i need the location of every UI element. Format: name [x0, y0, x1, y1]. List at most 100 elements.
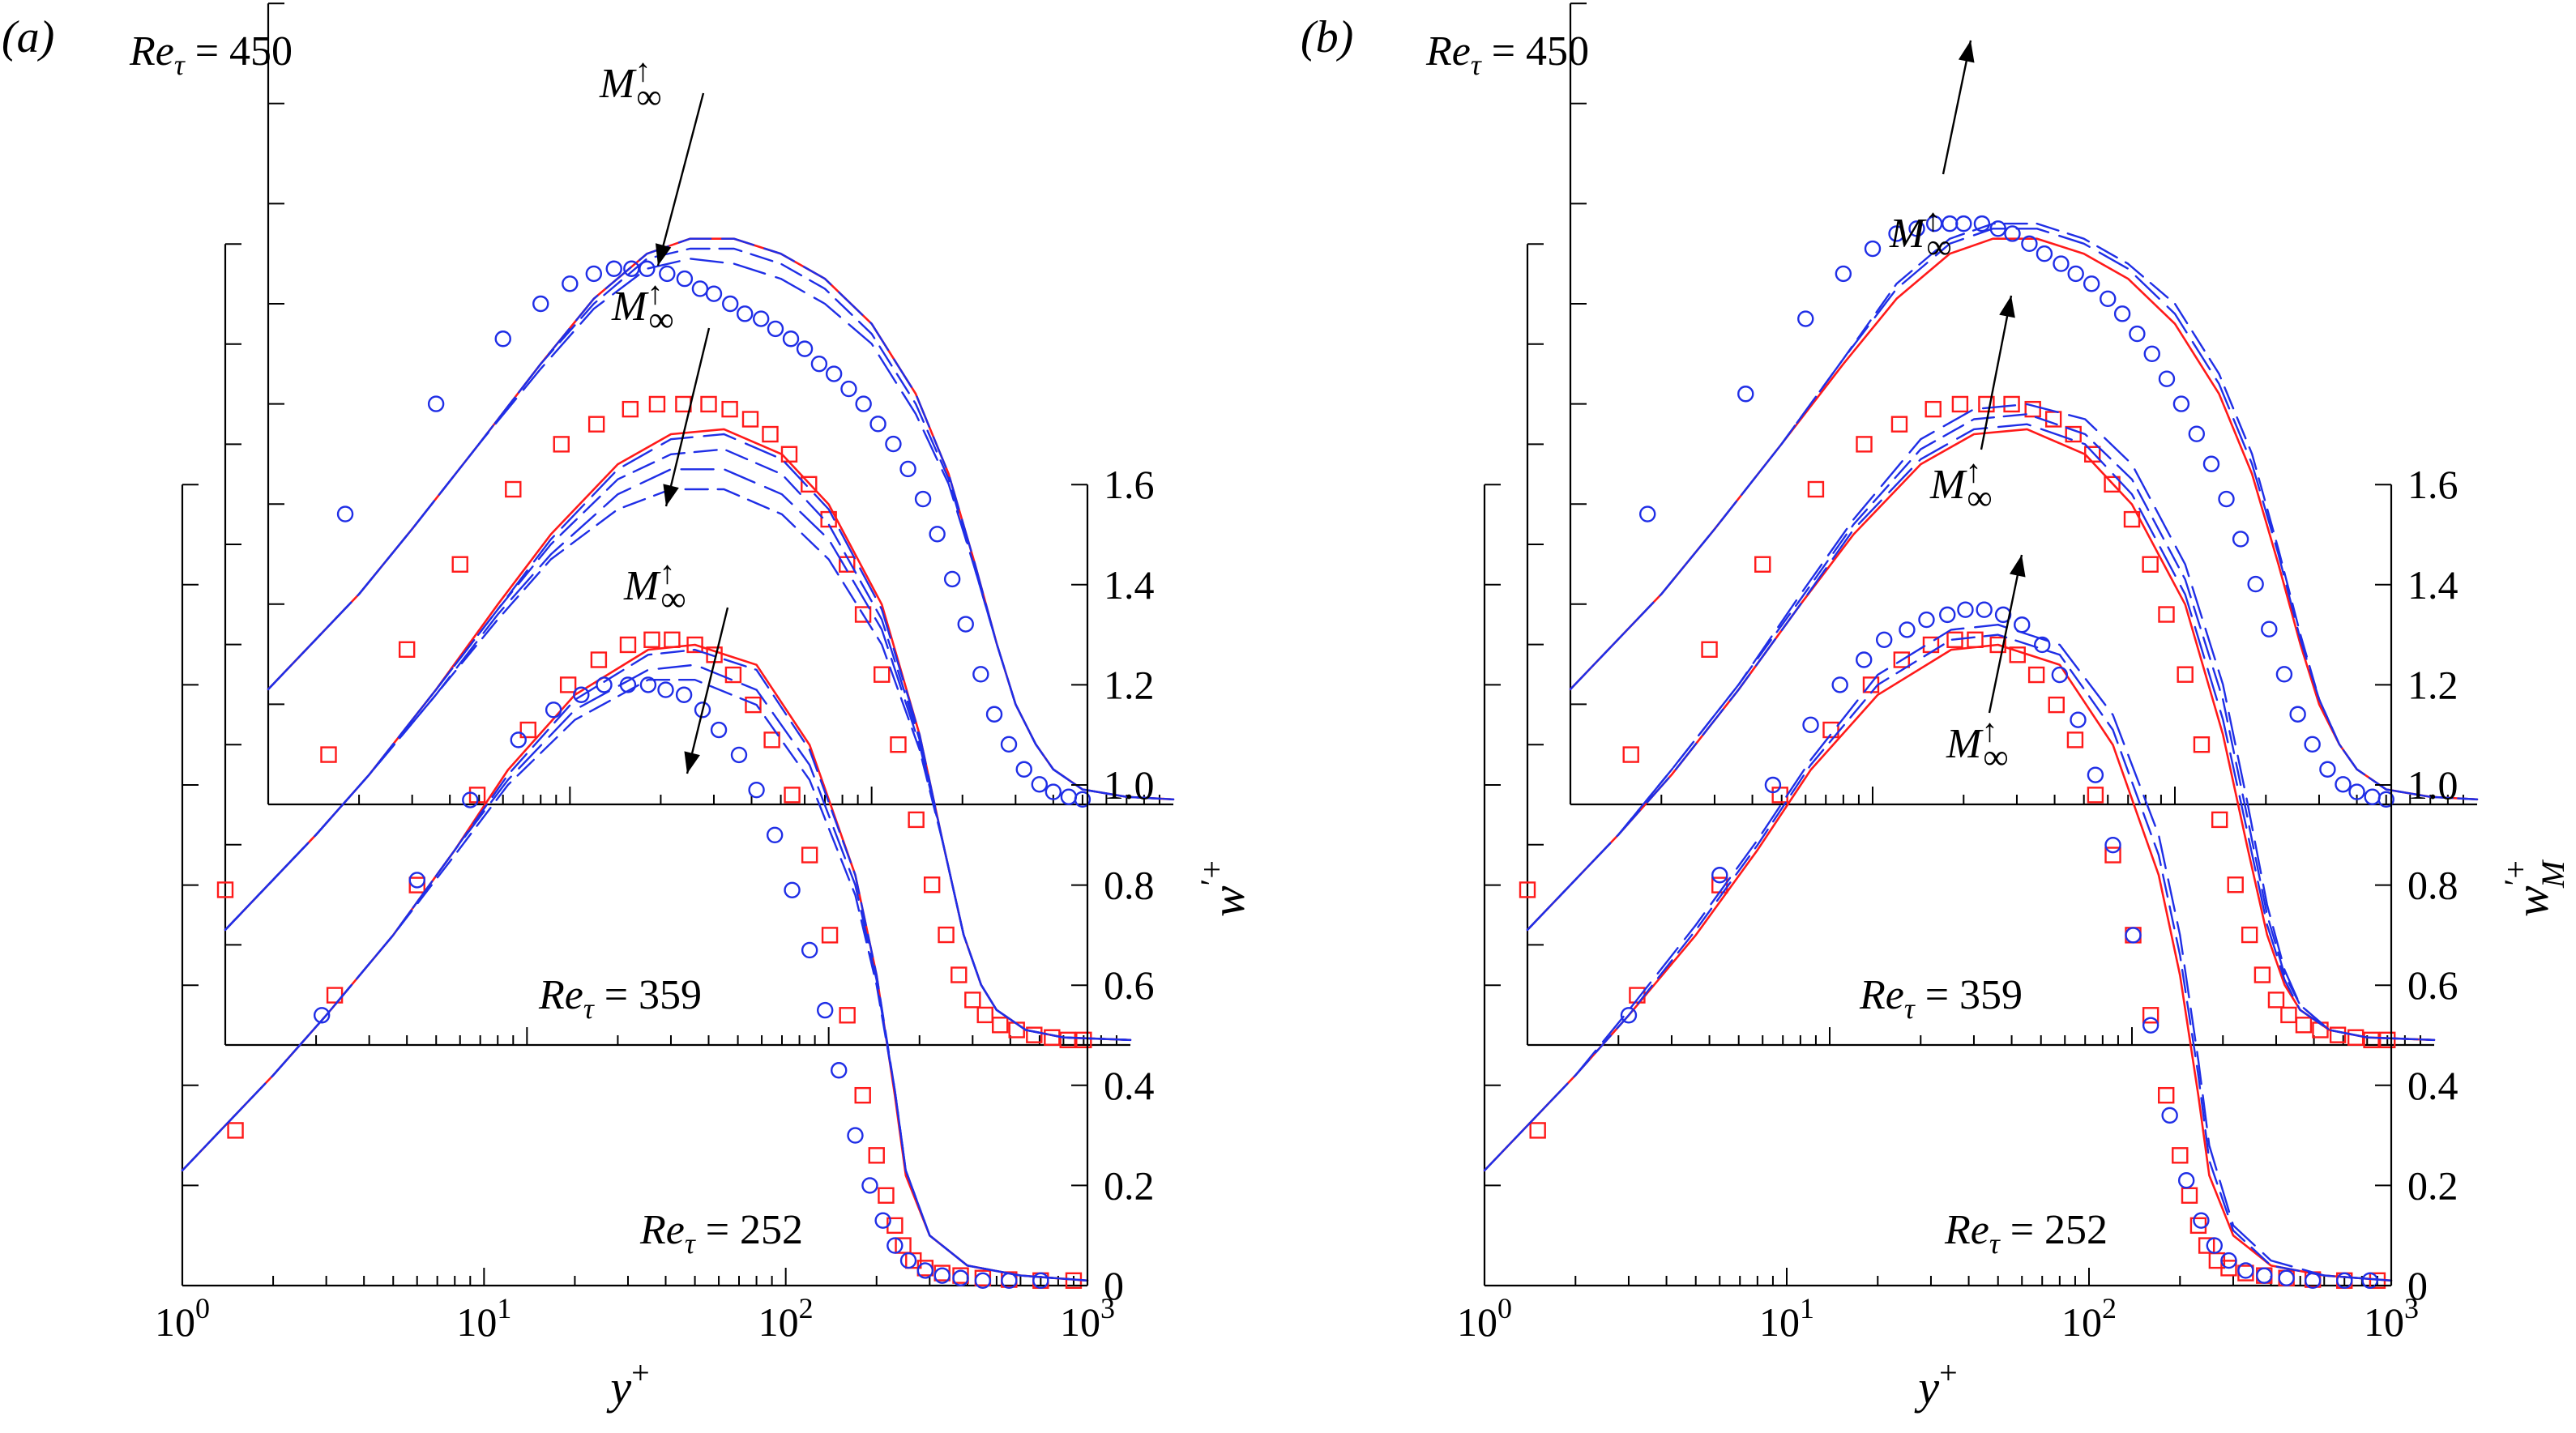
data-circle-marker: [855, 395, 872, 412]
data-square-marker: [2158, 606, 2175, 623]
data-circle-marker: [816, 1001, 834, 1019]
data-square-marker: [2027, 666, 2045, 684]
y-tick-label: 0.6: [2407, 962, 2459, 1008]
y-tick-label: 0.4: [2407, 1063, 2459, 1108]
x-tick-label: 100: [1457, 1292, 1512, 1345]
data-square-marker: [1822, 721, 1839, 739]
y-tick-label: 0.2: [1104, 1162, 1155, 1208]
data-square-marker: [801, 476, 818, 493]
data-circle-marker: [767, 320, 784, 338]
data-circle-marker: [916, 1262, 934, 1279]
data-square-marker: [2295, 1017, 2313, 1034]
y-tick-label: 1.0: [1104, 762, 1155, 808]
data-circle-marker: [657, 681, 674, 698]
data-circle-marker: [710, 721, 728, 739]
data-circle-marker: [1856, 651, 1873, 668]
x-tick-label: 101: [1759, 1292, 1814, 1345]
data-square-marker: [1529, 1122, 1546, 1139]
blue-dashed-line: [1526, 403, 2436, 1041]
data-square-marker: [839, 1007, 856, 1024]
data-square-marker: [519, 721, 536, 739]
trend-arrow-head: [1958, 41, 1975, 63]
data-circle-marker: [782, 331, 800, 348]
data-square-marker: [2347, 1029, 2365, 1046]
data-square-marker: [784, 787, 801, 804]
data-square-marker: [2024, 400, 2041, 418]
data-square-marker: [2172, 1147, 2189, 1164]
data-square-marker: [1989, 636, 2006, 654]
data-square-marker: [2066, 731, 2084, 748]
data-square-marker: [2267, 992, 2285, 1009]
data-square-marker: [216, 881, 234, 898]
data-circle-marker: [1976, 601, 1993, 618]
data-circle-marker: [1908, 220, 1925, 237]
red-reference-line: [1569, 237, 2479, 801]
data-square-marker: [801, 847, 818, 864]
data-circle-marker: [2232, 531, 2249, 548]
data-circle-marker: [605, 260, 622, 277]
trend-arrow-shaft: [1942, 40, 1972, 175]
mach-arrow-label: M↑ ∞: [599, 52, 662, 117]
blue-dashed-line: [267, 247, 1175, 800]
data-square-marker: [648, 395, 666, 413]
data-square-marker: [2379, 1031, 2396, 1049]
data-square-marker: [780, 446, 798, 463]
data-circle-marker: [2289, 706, 2306, 723]
data-circle-marker: [1620, 1007, 1638, 1024]
data-square-marker: [619, 636, 637, 654]
data-circle-marker: [1711, 867, 1728, 884]
data-circle-marker: [408, 872, 425, 889]
y-tick-label: 0: [2407, 1263, 2428, 1308]
data-square-marker: [1946, 631, 1963, 648]
data-circle-marker: [1060, 788, 1078, 805]
data-square-marker: [964, 992, 981, 1009]
data-circle-marker: [861, 1177, 878, 1194]
data-square-marker: [2241, 926, 2258, 944]
data-circle-marker: [462, 791, 479, 808]
panel-label: (a): [2, 12, 54, 62]
data-circle-marker: [545, 702, 562, 719]
data-circle-marker: [1074, 791, 1091, 808]
data-circle-marker: [2125, 927, 2142, 944]
data-square-marker: [895, 1237, 912, 1254]
data-square-marker: [938, 926, 955, 944]
data-circle-marker: [1639, 505, 1656, 522]
data-square-marker: [1026, 1026, 1043, 1043]
data-square-marker: [2003, 395, 2020, 413]
mach-arrow-label: M↑ ∞: [623, 554, 686, 619]
data-circle-marker: [730, 746, 748, 764]
data-circle-marker: [972, 666, 989, 683]
data-circle-marker: [2053, 255, 2070, 272]
data-square-marker: [2280, 1006, 2297, 1024]
data-circle-marker: [831, 1062, 848, 1079]
data-square-marker: [2048, 696, 2065, 714]
data-circle-marker: [2361, 1272, 2378, 1290]
data-circle-marker: [2014, 616, 2031, 633]
red-reference-line: [267, 237, 1175, 801]
panel-b: Reτ = 450 M↑ ∞ Reτ = 359 M↑ ∞ Reτ = 252 M↑ ∞ 0 0.2…: [1301, 2, 2571, 1414]
data-circle-marker: [952, 1269, 969, 1286]
data-circle-marker: [1957, 601, 1974, 618]
retau-label: Reτ = 252: [639, 1207, 803, 1260]
data-circle-marker: [899, 1252, 917, 1269]
data-circle-marker: [336, 505, 354, 522]
data-square-marker: [553, 436, 570, 453]
data-square-marker: [451, 556, 468, 573]
data-circle-marker: [899, 460, 916, 478]
trend-arrow-head: [684, 751, 700, 774]
retau-label: Reτ = 359: [1859, 972, 2023, 1025]
blue-dashed-line: [1569, 228, 2479, 800]
data-circle-marker: [2304, 736, 2321, 753]
data-circle-marker: [2218, 490, 2235, 508]
data-circle-marker: [737, 305, 754, 322]
data-circle-marker: [1973, 215, 1991, 232]
blue-dashed-line: [224, 468, 1132, 1041]
data-square-marker: [763, 731, 780, 748]
data-circle-marker: [2161, 1107, 2178, 1124]
blue-dashed-line: [1526, 413, 2436, 1041]
data-circle-marker: [2188, 425, 2206, 442]
data-square-marker: [923, 876, 941, 893]
data-square-marker: [1754, 556, 1771, 573]
data-square-marker: [1893, 651, 1911, 668]
data-circle-marker: [427, 395, 445, 412]
